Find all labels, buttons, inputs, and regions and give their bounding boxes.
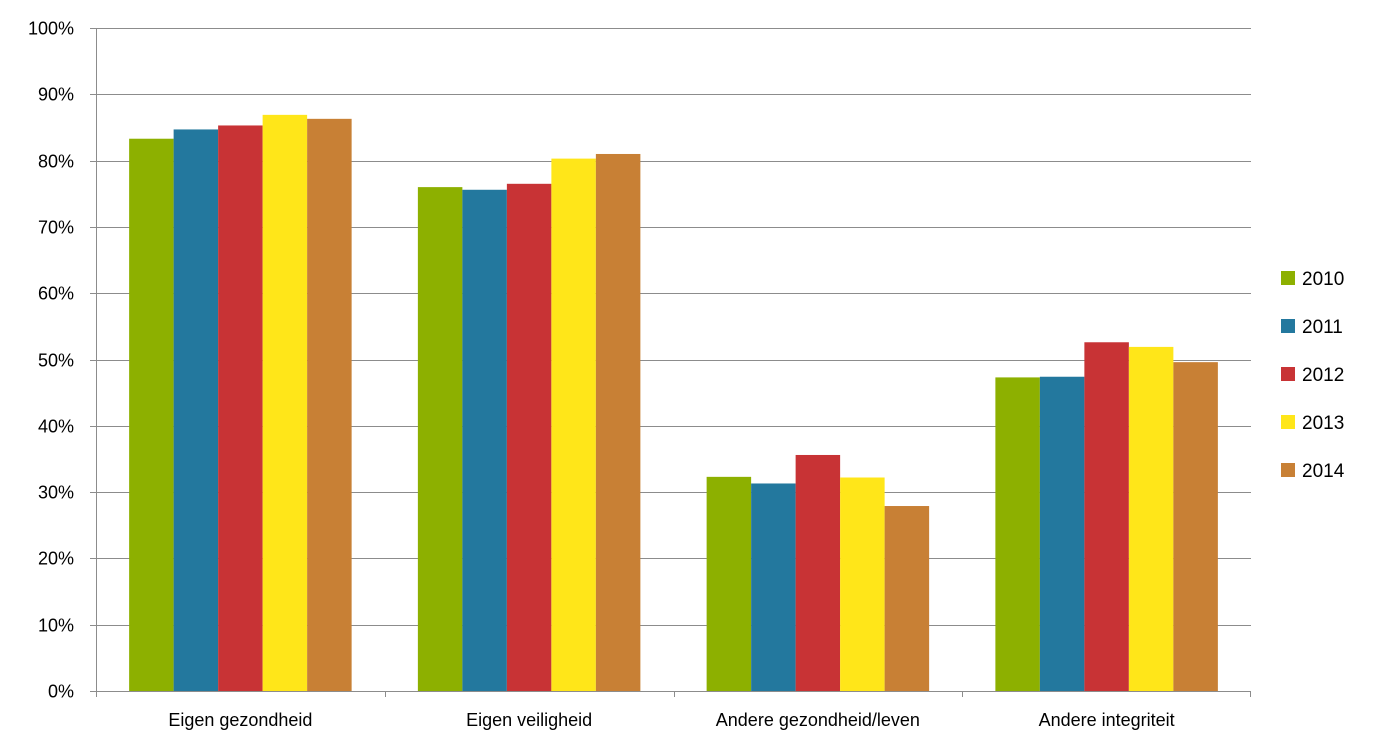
y-tick-label: 40% — [38, 417, 74, 437]
legend-swatch-2012 — [1281, 367, 1295, 381]
y-axis-tick-labels: 0% 10% 20% 30% 40% 50% 60% 70% 80% 90% 100% — [28, 19, 96, 702]
y-tick-label: 70% — [38, 218, 74, 238]
legend-label-2013: 2013 — [1302, 413, 1344, 434]
legend-label-2010: 2010 — [1302, 269, 1344, 290]
bar-2011-2 — [462, 189, 507, 691]
bar-2010-2 — [417, 187, 463, 691]
y-tick-label: 0% — [48, 682, 74, 702]
y-tick-label: 90% — [38, 85, 74, 105]
bar-2012-4 — [1084, 342, 1129, 691]
bar-2010-3 — [706, 476, 752, 691]
x-category-label: Andere gezondheid/leven — [716, 710, 920, 730]
bar-2013-3 — [840, 477, 885, 691]
legend-label-2014: 2014 — [1302, 461, 1345, 482]
bar-2012-1 — [218, 125, 263, 691]
bar-2012-3 — [795, 454, 841, 691]
x-category-label: Eigen veiligheid — [466, 710, 592, 730]
x-category-label: Eigen gezondheid — [168, 710, 312, 730]
bar-2011-4 — [1039, 376, 1085, 691]
x-axis-category-labels: Eigen gezondheid Eigen veiligheid Andere g… — [96, 691, 1251, 730]
bar-2014-1 — [307, 118, 352, 692]
bar-2011-3 — [751, 483, 796, 691]
bar-2013-1 — [262, 114, 308, 691]
axes — [96, 28, 1251, 697]
y-tick-label: 20% — [38, 549, 74, 569]
y-tick-label: 10% — [38, 616, 74, 636]
legend-label-2011: 2011 — [1302, 317, 1343, 338]
y-tick-label: 80% — [38, 152, 74, 172]
x-category-label: Andere integriteit — [1039, 710, 1175, 730]
legend-swatch-2011 — [1281, 319, 1295, 333]
legend-swatch-2010 — [1281, 271, 1295, 285]
bar-2014-3 — [884, 506, 930, 691]
legend: 2010 2011 2012 2013 2014 — [1281, 269, 1345, 482]
bar-2010-1 — [129, 138, 174, 691]
legend-label-2012: 2012 — [1302, 365, 1344, 386]
bar-2010-4 — [995, 377, 1040, 691]
y-tick-label: 60% — [38, 284, 74, 304]
y-tick-label: 30% — [38, 483, 74, 503]
bar-2013-2 — [551, 158, 596, 692]
legend-swatch-2013 — [1281, 415, 1295, 429]
bar-2012-2 — [506, 183, 552, 691]
bar-2013-4 — [1128, 346, 1174, 691]
bar-2011-1 — [173, 129, 219, 692]
y-tick-label: 100% — [28, 19, 74, 39]
bars — [129, 114, 1218, 692]
y-tick-label: 50% — [38, 351, 74, 371]
legend-swatch-2014 — [1281, 463, 1295, 477]
bar-2014-4 — [1173, 362, 1218, 691]
bar-2014-2 — [595, 153, 641, 692]
